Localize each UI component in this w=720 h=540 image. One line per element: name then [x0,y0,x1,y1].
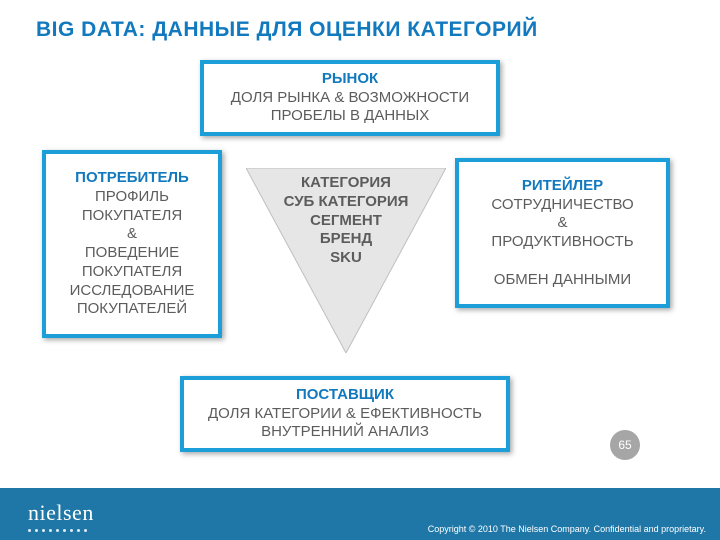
triangle-line: SKU [246,249,446,268]
box-market-title: РЫНОК [322,70,378,89]
nielsen-logo-dots-icon [28,529,87,532]
triangle-line: СУБ КАТЕГОРИЯ [246,193,446,212]
nielsen-logo: nielsen [28,500,94,526]
box-consumer-line: ПОКУПАТЕЛЯ [82,207,182,226]
box-consumer: ПОТРЕБИТЕЛЬ ПРОФИЛЬ ПОКУПАТЕЛЯ & ПОВЕДЕН… [42,150,222,338]
box-retailer: РИТЕЙЛЕР СОТРУДНИЧЕСТВО & ПРОДУКТИВНОСТЬ… [455,158,670,308]
box-consumer-line: ИССЛЕДОВАНИЕ [70,282,195,301]
box-consumer-title: ПОТРЕБИТЕЛЬ [75,169,189,188]
box-supplier: ПОСТАВЩИК ДОЛЯ КАТЕГОРИИ & ЕФЕКТИВНОСТЬ … [180,376,510,452]
center-triangle: КАТЕГОРИЯ СУБ КАТЕГОРИЯ СЕГМЕНТ БРЕНД SK… [246,168,446,353]
box-market: РЫНОК ДОЛЯ РЫНКА & ВОЗМОЖНОСТИ ПРОБЕЛЫ В… [200,60,500,136]
box-consumer-line: ПОКУПАТЕЛЕЙ [77,300,187,319]
box-supplier-line: ВНУТРЕННИЙ АНАЛИЗ [261,423,429,442]
box-retailer-line: ОБМЕН ДАННЫМИ [494,271,631,290]
box-retailer-title: РИТЕЙЛЕР [522,177,603,196]
page-title: BIG DATA: ДАННЫЕ ДЛЯ ОЦЕНКИ КАТЕГОРИЙ [36,18,538,42]
box-consumer-line: & [127,225,137,244]
box-market-line: ДОЛЯ РЫНКА & ВОЗМОЖНОСТИ [231,89,469,108]
box-retailer-line: СОТРУДНИЧЕСТВО [491,196,633,215]
box-consumer-line: ПРОФИЛЬ [95,188,169,207]
triangle-line: СЕГМЕНТ [246,212,446,231]
box-retailer-line: & [557,214,567,233]
box-consumer-line: ПОКУПАТЕЛЯ [82,263,182,282]
box-retailer-line [560,252,564,271]
box-supplier-line: ДОЛЯ КАТЕГОРИИ & ЕФЕКТИВНОСТЬ [208,405,482,424]
box-retailer-line: ПРОДУКТИВНОСТЬ [491,233,633,252]
box-supplier-title: ПОСТАВЩИК [296,386,394,405]
triangle-line: БРЕНД [246,230,446,249]
box-consumer-line: ПОВЕДЕНИЕ [85,244,179,263]
copyright-text: Copyright © 2010 The Nielsen Company. Co… [428,524,706,534]
triangle-line: КАТЕГОРИЯ [246,174,446,193]
page-number: 65 [618,438,631,452]
footer-bar: nielsen Copyright © 2010 The Nielsen Com… [0,488,720,540]
triangle-text: КАТЕГОРИЯ СУБ КАТЕГОРИЯ СЕГМЕНТ БРЕНД SK… [246,174,446,268]
page-number-badge: 65 [610,430,640,460]
box-market-line: ПРОБЕЛЫ В ДАННЫХ [271,107,430,126]
